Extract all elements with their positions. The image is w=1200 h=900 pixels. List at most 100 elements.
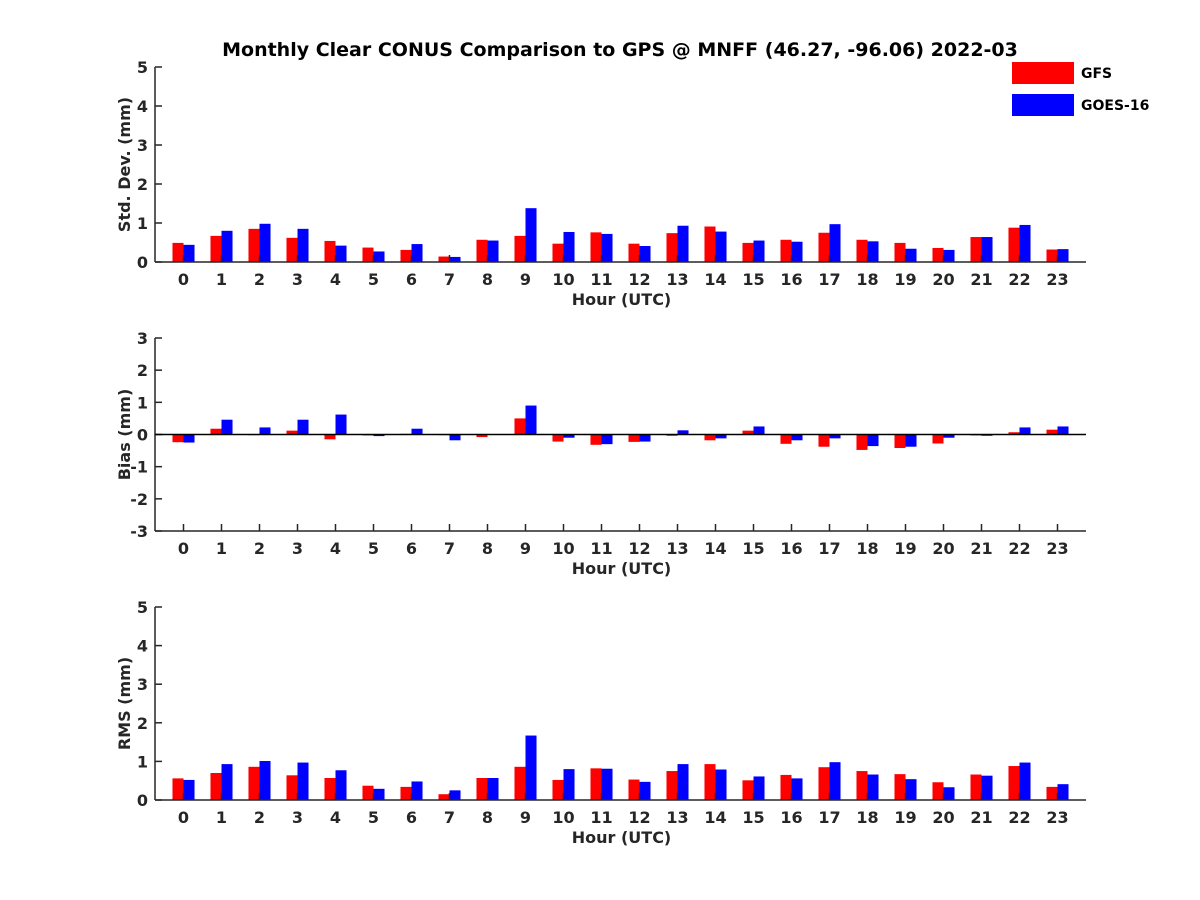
y-tick-label: 3 [137,329,148,348]
x-tick-label: 21 [970,808,992,827]
x-tick-label: 1 [216,270,227,289]
y-tick-label: 0 [137,791,148,810]
bar-goes-16-17 [829,434,841,439]
bar-goes-16-17 [829,224,841,262]
x-tick-label: 1 [216,808,227,827]
bar-goes-16-7 [449,434,461,441]
bar-goes-16-15 [753,240,765,262]
bar-gfs-7 [438,794,450,800]
x-tick-label: 0 [178,808,189,827]
x-tick-label: 5 [368,808,379,827]
bar-gfs-13 [666,233,678,262]
bar-goes-16-18 [867,241,879,262]
bar-goes-16-16 [791,241,803,262]
bar-goes-16-19 [905,248,917,262]
bar-goes-16-11 [601,233,613,262]
bar-goes-16-1 [221,230,233,262]
bar-gfs-0 [172,778,184,800]
x-tick-label: 18 [856,270,878,289]
x-tick-label: 10 [552,270,574,289]
y-tick-label: -3 [130,522,148,541]
y-axis-label: RMS (mm) [115,657,134,750]
bar-gfs-8 [476,777,488,800]
bar-goes-16-22 [1019,427,1031,435]
x-tick-label: 7 [444,808,455,827]
x-tick-label: 14 [704,270,726,289]
bar-goes-16-2 [259,427,271,435]
bar-goes-16-20 [943,787,955,800]
bar-gfs-13 [666,771,678,800]
bar-goes-16-23 [1057,426,1069,435]
bar-goes-16-14 [715,769,727,800]
bar-gfs-5 [362,785,374,800]
bar-goes-16-3 [297,762,309,800]
x-tick-label: 8 [482,270,493,289]
bar-goes-16-4 [335,414,347,435]
y-tick-label: 5 [137,598,148,617]
bar-gfs-16 [780,434,792,444]
x-tick-label: 12 [628,270,650,289]
legend-label-gfs: GFS [1081,66,1112,82]
y-tick-label: -2 [130,490,148,509]
bar-goes-16-21 [981,775,993,800]
x-tick-label: 2 [254,539,265,558]
x-tick-label: 22 [1008,808,1030,827]
bar-goes-16-5 [373,251,385,262]
bar-gfs-8 [476,434,488,438]
x-tick-label: 21 [970,539,992,558]
bar-gfs-12 [628,243,640,262]
x-tick-label: 4 [330,270,341,289]
y-tick-label: 2 [137,714,148,733]
y-tick-label: 0 [137,253,148,272]
bar-goes-16-4 [335,770,347,800]
x-tick-label: 20 [932,808,954,827]
bar-gfs-21 [970,237,982,262]
x-tick-label: 14 [704,808,726,827]
bar-goes-16-14 [715,434,727,439]
x-tick-label: 15 [742,808,764,827]
x-tick-label: 7 [444,270,455,289]
bar-goes-16-0 [183,779,195,800]
legend-label-goes-16: GOES-16 [1081,98,1149,114]
x-tick-label: 10 [552,539,574,558]
bar-goes-16-12 [639,434,651,442]
x-axis-label: Hour (UTC) [572,828,672,847]
bar-gfs-10 [552,243,564,262]
y-tick-label: 3 [137,675,148,694]
x-axis-label: Hour (UTC) [572,290,672,309]
bar-goes-16-15 [753,776,765,800]
x-tick-label: 8 [482,539,493,558]
bar-gfs-14 [704,226,716,262]
bar-gfs-21 [970,774,982,800]
y-tick-label: 0 [137,426,148,445]
bar-goes-16-6 [411,781,423,800]
y-tick-label: 4 [137,97,148,116]
bar-gfs-18 [856,239,868,262]
x-tick-label: 16 [780,270,802,289]
x-tick-label: 18 [856,808,878,827]
x-tick-label: 5 [368,270,379,289]
y-tick-label: 4 [137,637,148,656]
bar-gfs-4 [324,777,336,800]
bar-goes-16-2 [259,761,271,800]
bar-gfs-4 [324,434,336,440]
x-tick-label: 2 [254,808,265,827]
bar-gfs-5 [362,247,374,262]
bar-goes-16-11 [601,434,613,445]
x-tick-label: 19 [894,539,916,558]
x-tick-label: 3 [292,539,303,558]
bar-gfs-18 [856,771,868,800]
x-tick-label: 13 [666,539,688,558]
bar-goes-16-3 [297,419,309,435]
bar-goes-16-10 [563,769,575,800]
bar-gfs-16 [780,239,792,262]
bar-goes-16-23 [1057,784,1069,800]
y-tick-label: -1 [130,458,148,477]
bar-gfs-17 [818,232,830,262]
bar-goes-16-23 [1057,249,1069,262]
bar-gfs-8 [476,239,488,262]
bar-goes-16-2 [259,223,271,262]
bar-goes-16-4 [335,245,347,262]
bar-gfs-12 [628,779,640,800]
